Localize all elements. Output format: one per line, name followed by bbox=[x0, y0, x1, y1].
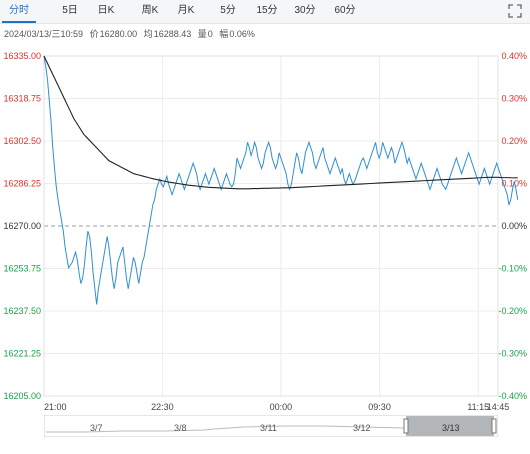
price-label: 价 bbox=[89, 29, 99, 39]
price-tick-label: 16318.75 bbox=[3, 94, 41, 104]
price-tick-label: 16302.50 bbox=[3, 136, 41, 146]
time-tick-label: 21:00 bbox=[44, 402, 67, 412]
price-tick-label: 16205.00 bbox=[3, 391, 41, 401]
tab-15min[interactable]: 15分 bbox=[256, 5, 278, 16]
tab-5day[interactable]: 5日 bbox=[62, 5, 78, 16]
time-tick-label: 00:00 bbox=[270, 402, 293, 412]
tab-30min[interactable]: 30分 bbox=[294, 5, 316, 16]
quote-info-bar: 2024/03/13/三10:59 价16280.00 均16288.43 量0… bbox=[4, 27, 259, 40]
navigator-selection[interactable] bbox=[406, 416, 494, 436]
price-tick-label: 16221.25 bbox=[3, 349, 41, 359]
price-line bbox=[43, 55, 519, 305]
plot-frame bbox=[43, 55, 499, 397]
navigator-mini-line bbox=[46, 425, 405, 433]
price-tick-label: 16237.50 bbox=[3, 306, 41, 316]
nav-date-label: 3/7 bbox=[90, 423, 103, 433]
volume-value: 0 bbox=[207, 29, 213, 39]
change-label: 幅 bbox=[219, 29, 229, 39]
range-navigator[interactable]: 3/7 3/8 3/11 3/12 3/13 bbox=[43, 414, 499, 438]
time-tick-label: 14:45 bbox=[487, 402, 510, 412]
avg-value: 16288.43 bbox=[153, 29, 192, 39]
percent-tick-label: 0.00% bbox=[501, 221, 527, 231]
nav-date-label: 3/13 bbox=[442, 423, 460, 433]
volume-label: 量 bbox=[197, 29, 207, 39]
tab-weekly-k[interactable]: 周K bbox=[141, 5, 159, 16]
percent-tick-label: 0.20% bbox=[501, 136, 527, 146]
nav-date-label: 3/11 bbox=[260, 423, 277, 433]
time-tick-label: 22:30 bbox=[151, 402, 174, 412]
percent-tick-label: 0.40% bbox=[501, 51, 527, 61]
tab-monthly-k[interactable]: 月K bbox=[177, 5, 195, 16]
nav-date-label: 3/8 bbox=[174, 423, 187, 433]
percent-tick-label: 0.30% bbox=[501, 94, 527, 104]
change-value: 0.06% bbox=[229, 29, 255, 39]
period-tabs: 分时 5日 日K 周K 月K 5分 15分 30分 60分 bbox=[0, 0, 530, 24]
price-tick-label: 16253.75 bbox=[3, 264, 41, 274]
navigator-handle-right[interactable] bbox=[491, 418, 497, 434]
navigator-handle-left[interactable] bbox=[403, 418, 409, 434]
chart-grid bbox=[43, 55, 499, 397]
average-price-line bbox=[43, 55, 518, 190]
price-tick-label: 16335.00 bbox=[3, 51, 41, 61]
quote-datetime: 2024/03/13/三10:59 bbox=[4, 29, 84, 39]
navigator-svg: 3/7 3/8 3/11 3/12 3/13 bbox=[43, 414, 499, 438]
tab-60min[interactable]: 60分 bbox=[334, 5, 356, 16]
percent-tick-label: -0.30% bbox=[498, 349, 527, 359]
time-tick-label: 11:15 bbox=[467, 402, 489, 412]
price-tick-label: 16286.25 bbox=[3, 179, 41, 189]
price-value: 16280.00 bbox=[99, 29, 138, 39]
price-axis: 16335.00 16318.75 16302.50 16286.25 16270.00… bbox=[3, 51, 41, 401]
nav-date-label: 3/12 bbox=[353, 423, 371, 433]
time-tick-label: 09:30 bbox=[368, 402, 391, 412]
percent-tick-label: -0.20% bbox=[498, 306, 527, 316]
percent-axis: 0.40%0.30%0.20%0.10%0.00%-0.10%-0.20%-0.… bbox=[498, 51, 527, 401]
price-tick-label: 16270.00 bbox=[3, 221, 41, 231]
tab-daily-k[interactable]: 日K bbox=[97, 5, 115, 16]
series-layer bbox=[43, 55, 519, 305]
tab-5min[interactable]: 5分 bbox=[220, 5, 236, 16]
tab-intraday[interactable]: 分时 bbox=[2, 0, 36, 23]
avg-label: 均 bbox=[143, 29, 153, 39]
fullscreen-expand-icon[interactable] bbox=[508, 4, 522, 18]
percent-tick-label: -0.10% bbox=[498, 264, 527, 274]
percent-tick-label: -0.40% bbox=[498, 391, 527, 401]
